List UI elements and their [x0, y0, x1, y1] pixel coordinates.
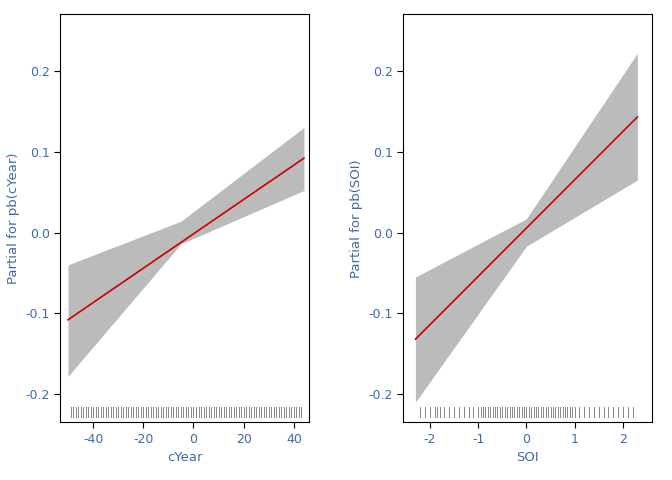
Y-axis label: Partial for pb(SOI): Partial for pb(SOI) — [350, 159, 363, 278]
X-axis label: SOI: SOI — [516, 451, 539, 464]
X-axis label: cYear: cYear — [167, 451, 202, 464]
Y-axis label: Partial for pb(cYear): Partial for pb(cYear) — [7, 153, 20, 284]
